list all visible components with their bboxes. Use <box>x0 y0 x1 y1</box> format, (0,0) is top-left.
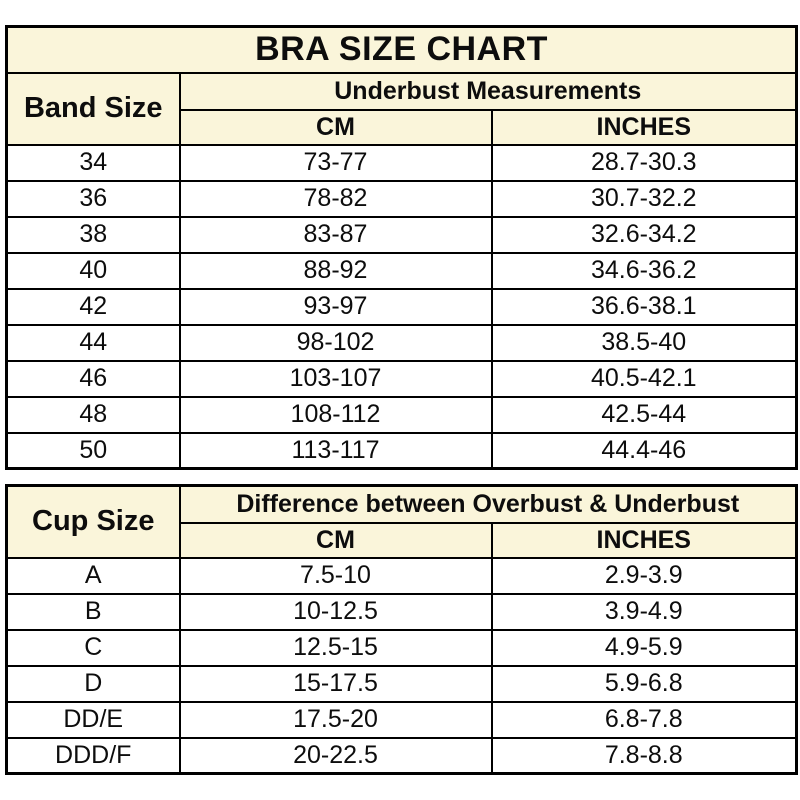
table-row: 50 113-117 44.4-46 <box>5 431 798 470</box>
table-row: 34 73-77 28.7-30.3 <box>5 143 798 182</box>
table-row: A 7.5-10 2.9-3.9 <box>5 556 798 595</box>
cup-size-value: D <box>5 664 181 703</box>
table-row: DDD/F 20-22.5 7.8-8.8 <box>5 736 798 775</box>
band-inches-value: 32.6-34.2 <box>490 215 798 254</box>
band-size-value: 48 <box>5 395 181 434</box>
band-cm-value: 88-92 <box>178 251 493 290</box>
band-size-value: 34 <box>5 143 181 182</box>
table-row: D 15-17.5 5.9-6.8 <box>5 664 798 703</box>
cup-size-value: DDD/F <box>5 736 181 775</box>
cup-cm-value: 12.5-15 <box>178 628 493 667</box>
cup-header-row: Cup Size Difference between Overbust & U… <box>5 484 798 559</box>
cup-cm-value: 7.5-10 <box>178 556 493 595</box>
table-row: B 10-12.5 3.9-4.9 <box>5 592 798 631</box>
band-inches-value: 28.7-30.3 <box>490 143 798 182</box>
table-row: 38 83-87 32.6-34.2 <box>5 215 798 254</box>
band-size-value: 42 <box>5 287 181 326</box>
table-row: 48 108-112 42.5-44 <box>5 395 798 434</box>
cup-inches-value: 5.9-6.8 <box>490 664 798 703</box>
cup-size-value: DD/E <box>5 700 181 739</box>
band-size-value: 38 <box>5 215 181 254</box>
band-size-value: 44 <box>5 323 181 362</box>
band-cm-value: 78-82 <box>178 179 493 218</box>
cup-inches-value: 6.8-7.8 <box>490 700 798 739</box>
cup-size-value: C <box>5 628 181 667</box>
cup-inches-value: 4.9-5.9 <box>490 628 798 667</box>
band-cm-value: 113-117 <box>178 431 493 470</box>
band-size-value: 46 <box>5 359 181 398</box>
cup-inches-column-header: INCHES <box>490 521 798 559</box>
band-inches-value: 36.6-38.1 <box>490 287 798 326</box>
band-size-value: 50 <box>5 431 181 470</box>
underbust-group-header: Underbust Measurements <box>178 71 798 111</box>
cup-size-value: A <box>5 556 181 595</box>
band-inches-value: 34.6-36.2 <box>490 251 798 290</box>
band-inches-column-header: INCHES <box>490 108 798 146</box>
band-size-header: Band Size <box>5 71 181 146</box>
band-inches-value: 42.5-44 <box>490 395 798 434</box>
bra-size-chart-page: BRA SIZE CHART Band Size Underbust Measu… <box>5 25 799 775</box>
band-cm-value: 98-102 <box>178 323 493 362</box>
chart-title-row: BRA SIZE CHART <box>5 25 798 74</box>
cup-cm-column-header: CM <box>178 521 493 559</box>
table-row: 46 103-107 40.5-42.1 <box>5 359 798 398</box>
cup-inches-value: 7.8-8.8 <box>490 736 798 775</box>
cup-inches-value: 3.9-4.9 <box>490 592 798 631</box>
table-row: 44 98-102 38.5-40 <box>5 323 798 362</box>
table-row: DD/E 17.5-20 6.8-7.8 <box>5 700 798 739</box>
cup-size-value: B <box>5 592 181 631</box>
cup-cm-value: 10-12.5 <box>178 592 493 631</box>
band-cm-value: 83-87 <box>178 215 493 254</box>
band-cm-column-header: CM <box>178 108 493 146</box>
cup-inches-value: 2.9-3.9 <box>490 556 798 595</box>
band-inches-value: 38.5-40 <box>490 323 798 362</box>
band-size-value: 36 <box>5 179 181 218</box>
band-header-row: Band Size Underbust Measurements <box>5 71 798 146</box>
band-size-value: 40 <box>5 251 181 290</box>
band-cm-value: 93-97 <box>178 287 493 326</box>
band-size-table: BRA SIZE CHART Band Size Underbust Measu… <box>5 25 799 470</box>
band-inches-value: 44.4-46 <box>490 431 798 470</box>
cup-size-header: Cup Size <box>5 484 181 559</box>
cup-columns-row: CM INCHES <box>7 521 798 559</box>
cup-cm-value: 15-17.5 <box>178 664 493 703</box>
table-row: 40 88-92 34.6-36.2 <box>5 251 798 290</box>
band-cm-value: 73-77 <box>178 143 493 182</box>
table-row: 42 93-97 36.6-38.1 <box>5 287 798 326</box>
band-cm-value: 108-112 <box>178 395 493 434</box>
band-columns-row: CM INCHES <box>7 108 798 146</box>
band-inches-value: 30.7-32.2 <box>490 179 798 218</box>
cup-size-table: Cup Size Difference between Overbust & U… <box>5 484 799 775</box>
chart-title: BRA SIZE CHART <box>5 25 798 74</box>
band-cm-value: 103-107 <box>178 359 493 398</box>
band-inches-value: 40.5-42.1 <box>490 359 798 398</box>
table-row: C 12.5-15 4.9-5.9 <box>5 628 798 667</box>
table-gap <box>5 470 795 484</box>
table-row: 36 78-82 30.7-32.2 <box>5 179 798 218</box>
cup-cm-value: 17.5-20 <box>178 700 493 739</box>
cup-cm-value: 20-22.5 <box>178 736 493 775</box>
difference-group-header: Difference between Overbust & Underbust <box>178 484 798 524</box>
